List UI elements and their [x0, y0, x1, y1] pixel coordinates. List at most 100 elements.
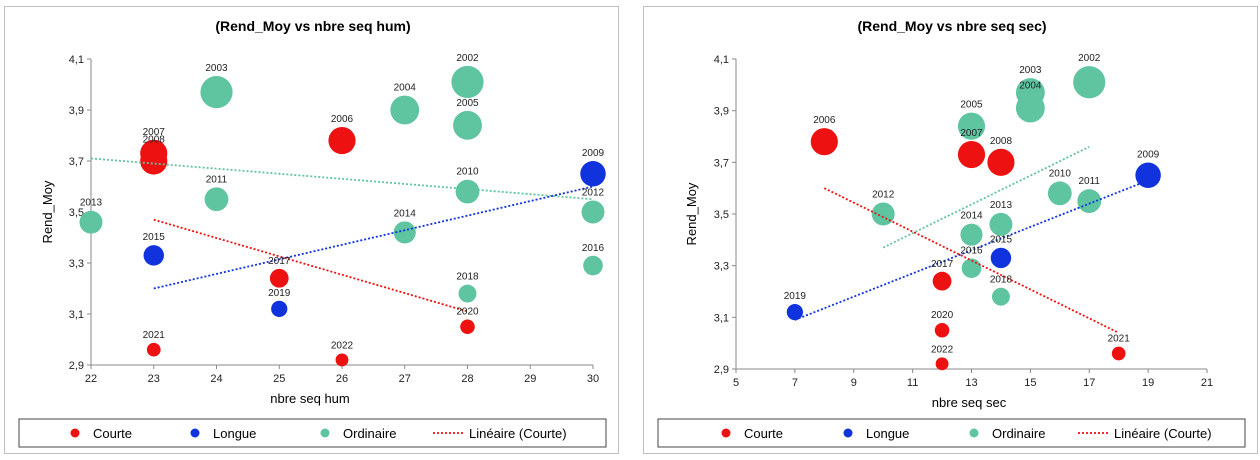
scatter-chart-hum: (Rend_Moy vs nbre seq hum) 2,9 3,1 3,3 3,5 3,… — [18, 18, 607, 448]
x-tick-label: 24 — [210, 373, 222, 385]
data-point-2021 — [146, 342, 161, 357]
x-tick-label: 13 — [965, 377, 977, 389]
data-point-2005 — [957, 112, 986, 140]
data-point-2015 — [143, 245, 164, 266]
point-label-2014: 2014 — [960, 211, 983, 222]
point-label-2012: 2012 — [582, 188, 605, 199]
point-label-2022: 2022 — [331, 340, 354, 351]
data-point-2016 — [583, 255, 603, 276]
data-point-2009 — [580, 161, 606, 187]
x-tick-label: 7 — [792, 377, 798, 389]
point-label-2019: 2019 — [784, 291, 807, 302]
point-label-2021: 2021 — [1108, 334, 1131, 345]
data-point-2006 — [328, 127, 356, 155]
trendline-courte — [823, 187, 1120, 334]
data-point-2015 — [990, 247, 1012, 269]
legend-label: Courte — [93, 426, 132, 441]
trendline-longue — [153, 185, 594, 290]
y-axis-label: Rend_Moy — [40, 180, 55, 243]
x-tick-label: 9 — [851, 377, 857, 389]
y-tick-label: 3,9 — [714, 106, 729, 118]
x-tick-label: 23 — [148, 373, 160, 385]
data-point-2003 — [200, 76, 233, 109]
x-tick-label: 25 — [273, 373, 285, 385]
y-tick-label: 3,7 — [69, 156, 84, 168]
scatter-chart-sec: (Rend_Moy vs nbre seq sec) 2,9 3,1 3,3 3,5 3,… — [657, 18, 1246, 448]
point-label-2021: 2021 — [143, 330, 166, 341]
data-point-2002 — [451, 65, 484, 99]
chart-title: (Rend_Moy vs nbre seq hum) — [215, 18, 410, 34]
point-label-2011: 2011 — [206, 174, 228, 185]
legend-box — [18, 418, 607, 448]
chart-panel-hum: (Rend_Moy vs nbre seq hum) 2,9 3,1 3,3 3,5 3,… — [4, 6, 619, 454]
point-label-2020: 2020 — [931, 310, 954, 321]
point-label-2006: 2006 — [813, 115, 836, 126]
legend-label: Linéaire (Courte) — [1114, 426, 1212, 441]
point-label-2020: 2020 — [456, 306, 479, 317]
y-tick-label: 3,1 — [714, 312, 729, 324]
data-point-2017 — [932, 271, 952, 291]
x-axis-label: nbre seq hum — [270, 391, 350, 406]
data-point-2010 — [455, 179, 480, 204]
point-label-2010: 2010 — [1049, 168, 1072, 179]
point-label-2016: 2016 — [960, 245, 983, 256]
point-label-2004: 2004 — [394, 83, 417, 94]
legend-label: Longue — [866, 426, 909, 441]
point-label-2018: 2018 — [456, 272, 479, 283]
legend-label: Ordinaire — [992, 426, 1045, 441]
data-point-2004 — [390, 95, 420, 125]
x-tick-label: 26 — [336, 373, 348, 385]
y-tick-label: 2,9 — [69, 360, 84, 372]
x-tick-label: 5 — [733, 377, 739, 389]
legend-marker-longue — [190, 428, 200, 438]
data-point-2018 — [991, 287, 1010, 306]
data-point-2006 — [810, 128, 838, 156]
x-tick-label: 19 — [1142, 377, 1154, 389]
point-label-2013: 2013 — [990, 200, 1013, 211]
data-point-2013 — [989, 212, 1013, 236]
trendline-courte — [153, 218, 468, 313]
point-label-2010: 2010 — [456, 167, 479, 178]
point-label-2019: 2019 — [268, 288, 291, 299]
point-label-2003: 2003 — [205, 63, 228, 74]
legend-marker-courte — [70, 428, 80, 438]
x-tick-label: 22 — [85, 373, 97, 385]
point-label-2007: 2007 — [143, 127, 166, 138]
point-label-2005: 2005 — [456, 98, 479, 109]
data-point-2004 — [1015, 93, 1045, 123]
data-point-2021 — [1111, 346, 1126, 361]
legend-label: Ordinaire — [343, 426, 396, 441]
point-label-2005: 2005 — [960, 100, 983, 111]
x-tick-label: 15 — [1024, 377, 1036, 389]
y-tick-label: 3,7 — [714, 157, 729, 169]
data-point-2014 — [393, 221, 416, 244]
y-axis-label: Rend_Moy — [684, 182, 699, 245]
point-label-2002: 2002 — [456, 53, 479, 64]
point-label-2011: 2011 — [1078, 176, 1100, 187]
y-tick-label: 4,1 — [69, 54, 84, 66]
point-label-2013: 2013 — [80, 198, 103, 209]
point-label-2017: 2017 — [931, 259, 954, 270]
legend-label: Courte — [744, 426, 783, 441]
y-tick-label: 3,1 — [69, 309, 84, 321]
x-tick-label: 30 — [587, 373, 599, 385]
data-point-2009 — [1135, 162, 1161, 188]
point-label-2004: 2004 — [1019, 81, 1042, 92]
data-point-2011 — [1077, 189, 1102, 213]
legend-box — [657, 418, 1246, 448]
x-axis-label: nbre seq sec — [932, 395, 1007, 410]
legend-marker-longue — [843, 428, 853, 438]
data-point-2010 — [1047, 181, 1072, 206]
point-label-2015: 2015 — [990, 235, 1013, 246]
data-point-2002 — [1073, 66, 1106, 99]
y-tick-label: 3,5 — [69, 207, 84, 219]
point-label-2007: 2007 — [960, 128, 983, 139]
point-label-2002: 2002 — [1078, 53, 1101, 64]
data-point-2022 — [335, 353, 349, 367]
data-point-2014 — [960, 223, 983, 246]
x-tick-label: 27 — [399, 373, 411, 385]
y-tick-label: 2,9 — [714, 364, 729, 376]
data-point-2018 — [458, 284, 477, 303]
point-label-2006: 2006 — [331, 114, 354, 125]
data-point-2019 — [786, 304, 803, 321]
